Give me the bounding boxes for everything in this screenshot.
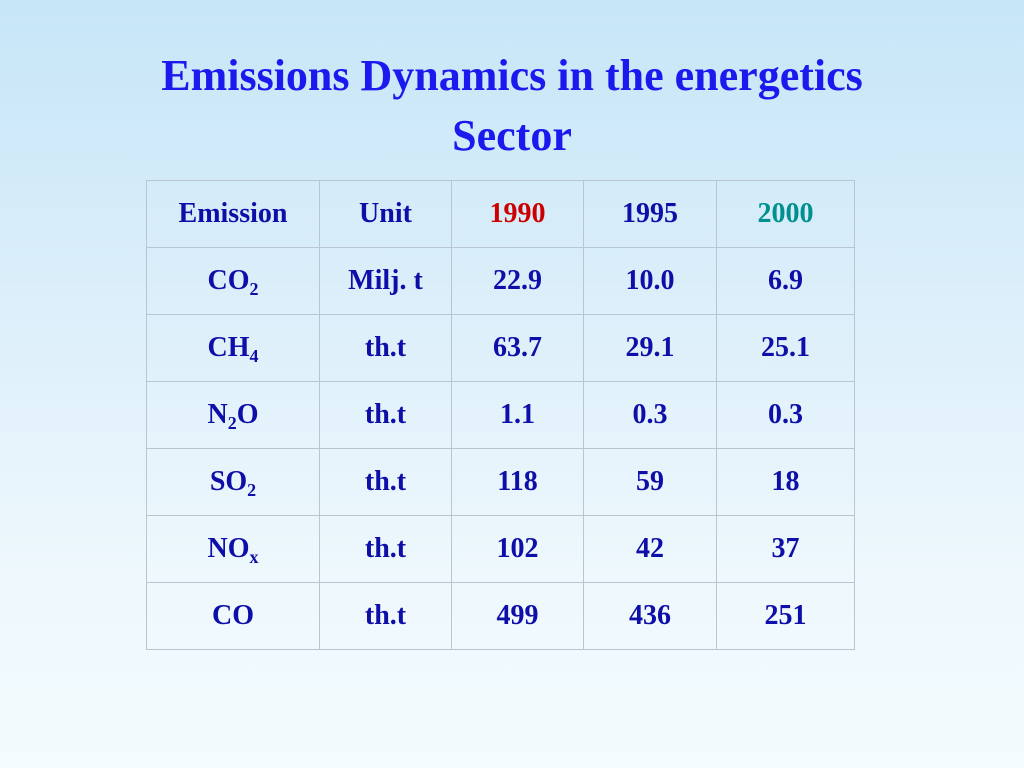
emission-cell: CO2 — [146, 247, 320, 315]
value-1995-cell: 42 — [583, 515, 717, 583]
emission-base: NO — [207, 533, 250, 564]
value-1995-cell: 59 — [583, 448, 717, 516]
emission-base: SO — [209, 466, 248, 497]
value-1990-cell: 499 — [451, 582, 584, 650]
emission-cell: CH4 — [146, 314, 320, 382]
emission-base: CO — [207, 265, 250, 296]
header-1990: 1990 — [451, 180, 584, 248]
value-1990-cell: 1.1 — [451, 381, 584, 449]
value-1995-cell: 29.1 — [583, 314, 717, 382]
header-row: Emission Unit 1990 1995 2000 — [146, 180, 855, 248]
emission-cell: CO — [146, 582, 320, 650]
table-row: CH4 th.t 63.7 29.1 25.1 — [146, 314, 855, 382]
slide-title: Emissions Dynamics in the energetics Sec… — [0, 46, 1024, 166]
emission-subscript: 2 — [227, 413, 237, 433]
emissions-table: Emission Unit 1990 1995 2000 CO2 Milj. t… — [146, 180, 855, 650]
table-row: SO2 th.t 118 59 18 — [146, 448, 855, 516]
emission-subscript: 4 — [249, 346, 259, 366]
value-1990-cell: 118 — [451, 448, 584, 516]
emission-subscript: x — [249, 547, 259, 567]
table-row: CO2 Milj. t 22.9 10.0 6.9 — [146, 247, 855, 315]
emission-subscript: 2 — [247, 480, 257, 500]
unit-cell: Milj. t — [319, 247, 452, 315]
value-1990-cell: 63.7 — [451, 314, 584, 382]
value-2000-cell: 25.1 — [716, 314, 855, 382]
emission-tail: O — [236, 399, 259, 430]
value-2000-cell: 251 — [716, 582, 855, 650]
value-1990-cell: 102 — [451, 515, 584, 583]
title-line-1: Emissions Dynamics in the energetics — [161, 51, 863, 100]
header-2000: 2000 — [716, 180, 855, 248]
emission-subscript: 2 — [249, 279, 259, 299]
table-row: N2O th.t 1.1 0.3 0.3 — [146, 381, 855, 449]
title-line-2: Sector — [452, 111, 572, 160]
value-2000-cell: 6.9 — [716, 247, 855, 315]
unit-cell: th.t — [319, 314, 452, 382]
value-2000-cell: 0.3 — [716, 381, 855, 449]
emission-cell: N2O — [146, 381, 320, 449]
unit-cell: th.t — [319, 448, 452, 516]
table-row: NOx th.t 102 42 37 — [146, 515, 855, 583]
header-emission: Emission — [146, 180, 320, 248]
unit-cell: th.t — [319, 582, 452, 650]
value-2000-cell: 37 — [716, 515, 855, 583]
value-1995-cell: 0.3 — [583, 381, 717, 449]
header-unit: Unit — [319, 180, 452, 248]
emission-cell: NOx — [146, 515, 320, 583]
value-1990-cell: 22.9 — [451, 247, 584, 315]
unit-cell: th.t — [319, 515, 452, 583]
value-2000-cell: 18 — [716, 448, 855, 516]
emission-base: CO — [212, 600, 254, 631]
emission-base: N — [207, 399, 228, 430]
unit-cell: th.t — [319, 381, 452, 449]
table-row: CO th.t 499 436 251 — [146, 582, 855, 650]
header-1995: 1995 — [583, 180, 717, 248]
value-1995-cell: 436 — [583, 582, 717, 650]
emission-cell: SO2 — [146, 448, 320, 516]
emission-base: CH — [207, 332, 250, 363]
value-1995-cell: 10.0 — [583, 247, 717, 315]
